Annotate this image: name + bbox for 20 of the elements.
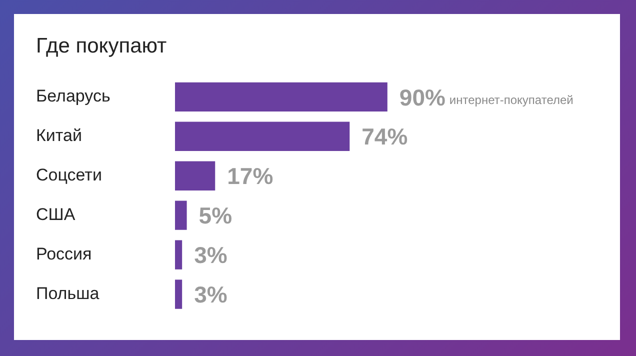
- y-tick-label: Беларусь: [36, 86, 110, 106]
- bar: [175, 122, 350, 152]
- bar: [175, 161, 216, 190]
- bar: [175, 280, 182, 309]
- y-tick-label: Китай: [36, 126, 82, 146]
- bar: [175, 240, 182, 270]
- y-tick-label: Соцсети: [36, 166, 102, 185]
- text: интернет-покупателей: [449, 93, 574, 108]
- data-label: 3%: [194, 242, 228, 268]
- data-label: 5%: [198, 202, 232, 229]
- y-tick-label: Польша: [36, 284, 100, 303]
- chart-title: Где покупают: [36, 34, 168, 58]
- y-tick-label: США: [36, 205, 76, 224]
- data-label: 74%: [362, 124, 408, 150]
- bar: [175, 200, 187, 230]
- data-label: 17%: [227, 163, 274, 190]
- bar: [175, 82, 388, 112]
- y-tick-label: Россия: [36, 244, 92, 264]
- data-label: 90%: [399, 84, 446, 110]
- data-label: 3%: [194, 282, 228, 308]
